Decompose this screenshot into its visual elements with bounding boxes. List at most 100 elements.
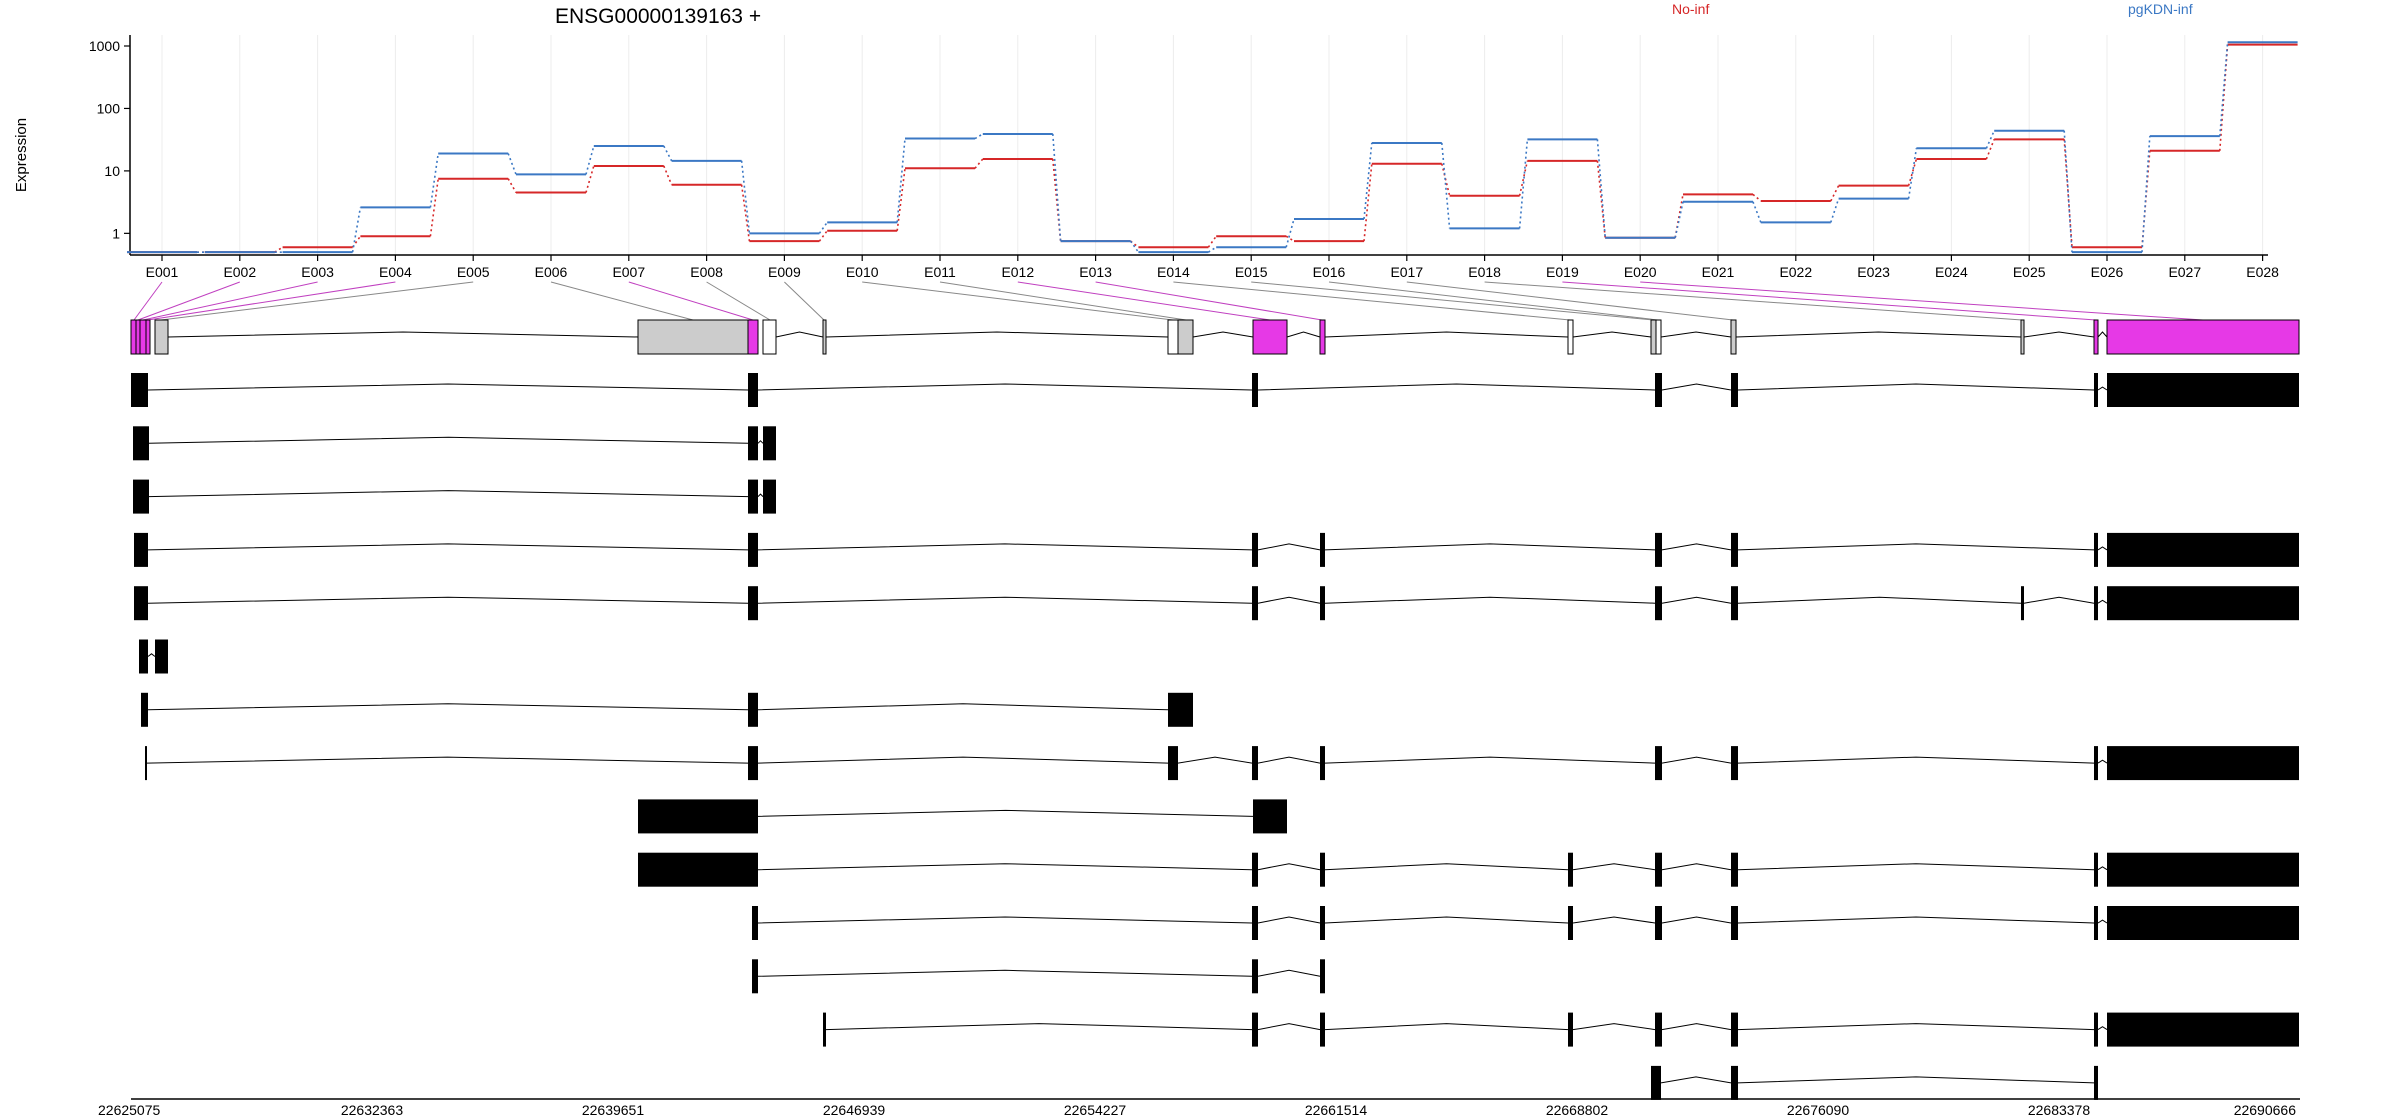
transcript-11-intron-2: [1257, 916, 1321, 924]
transcript-4-exon-6: [1731, 532, 1738, 567]
x-tick-label-E013: E013: [1079, 264, 1112, 280]
transcript-12-exon-1: [752, 959, 758, 994]
transcript-1-exon-1: [131, 373, 148, 407]
y-ticks: 1 10 100 1000: [89, 38, 130, 241]
genome-tick-label-3: 22646939: [823, 1102, 886, 1118]
transcript-4: [134, 532, 2299, 567]
x-tick-label-E002: E002: [223, 264, 256, 280]
transcript-3-exon-1: [133, 479, 149, 514]
transcript-8-exon-6: [1655, 746, 1662, 781]
transcript-11-exon-7: [2094, 906, 2098, 940]
transcript-5-intron-1: [147, 596, 749, 604]
x-tick-label-E019: E019: [1546, 264, 1579, 280]
connector-E012: [1017, 281, 1271, 321]
transcripts: [131, 373, 2299, 1100]
gene-model-intron-2: [825, 331, 1169, 338]
transcript-14-exon-3: [2094, 1065, 2098, 1100]
connector-E018: [1484, 281, 2023, 321]
transcript-12-exon-3: [1320, 959, 1325, 994]
transcript-7-intron-1: [147, 703, 749, 711]
connector-E007: [628, 281, 754, 321]
transcript-11-exon-5: [1655, 906, 1662, 940]
transcript-11-exon-6: [1731, 906, 1738, 940]
gene-model-exon-2: [139, 319, 147, 355]
transcript-12-exon-2: [1252, 959, 1258, 994]
transcript-1: [131, 373, 2299, 407]
y-tick-label-1: 1: [112, 225, 120, 241]
gene-model-intron-5: [1324, 331, 1569, 338]
x-tick-label-E015: E015: [1235, 264, 1268, 280]
series-0-link-2: [351, 235, 362, 248]
gene-model-exon-13: [1567, 319, 1574, 355]
transcript-8-intron-1: [146, 756, 749, 764]
gene-model-exon-14: [1650, 319, 1657, 355]
x-tick-label-E018: E018: [1468, 264, 1501, 280]
y-tick-label-10: 10: [104, 163, 120, 179]
gene-model-exon-19: [2106, 319, 2300, 355]
transcript-6: [139, 639, 168, 674]
transcript-5-intron-6: [1737, 596, 2022, 604]
x-tick-label-E004: E004: [379, 264, 412, 280]
series-1-link-17: [1518, 139, 1529, 229]
transcript-7-exon-1: [141, 692, 148, 727]
series-0-link-24: [2063, 139, 2073, 248]
series-0-link-11: [1052, 158, 1062, 242]
transcript-11: [752, 906, 2299, 940]
series-0-link-8: [818, 230, 828, 242]
series-1-link-14: [1285, 218, 1295, 248]
transcript-11-intron-7: [2097, 919, 2108, 924]
transcript-14: [1651, 1065, 2098, 1100]
connector-E019: [1562, 281, 2097, 321]
transcript-13-intron-1: [825, 1023, 1253, 1031]
series-0-link-20: [1752, 193, 1762, 202]
x-tick-label-E006: E006: [535, 264, 568, 280]
transcript-10-exon-5: [1655, 852, 1662, 887]
connector-E010: [862, 281, 1174, 321]
transcript-1-intron-3: [1257, 383, 1656, 391]
series-1-link-5: [585, 145, 595, 175]
transcript-13-exon-2: [1252, 1012, 1258, 1047]
transcript-14-intron-1: [1660, 1076, 1732, 1084]
connector-E008: [706, 281, 771, 321]
transcript-3-intron-1: [148, 490, 749, 498]
series-1-link-2: [351, 207, 362, 253]
gene-model-intron-8: [1735, 331, 2022, 338]
series-1-link-3: [429, 153, 439, 208]
gene-model-intron-7: [1660, 331, 1732, 338]
x-tick-label-E017: E017: [1390, 264, 1423, 280]
gene-model-exon-3: [145, 319, 151, 355]
connector-E015: [1251, 281, 1654, 321]
transcript-2: [133, 426, 776, 461]
transcript-11-intron-5: [1661, 916, 1732, 924]
genome-axis: 22625075 22632363 22639651 22646939 22654227…: [98, 1098, 2300, 1118]
series-1-link-4: [507, 153, 517, 175]
series-1-link-19: [1674, 201, 1684, 238]
transcript-2-exon-2: [748, 426, 758, 461]
genome-tick-label-0: 22625075: [98, 1102, 161, 1118]
transcript-11-exon-8: [2107, 906, 2299, 940]
series-0-link-5: [585, 165, 595, 193]
transcript-8-intron-5: [1324, 756, 1656, 764]
transcript-8-intron-6: [1661, 756, 1732, 764]
transcript-1-exon-6: [2094, 373, 2098, 407]
transcript-5-intron-4: [1324, 596, 1656, 604]
transcript-10-exon-8: [2107, 852, 2299, 887]
genome-tick-label-7: 22676090: [1787, 1102, 1850, 1118]
transcript-13-intron-4: [1572, 1023, 1656, 1031]
transcript-4-intron-1: [147, 543, 749, 551]
transcript-8-exon-4: [1252, 746, 1258, 781]
x-tick-label-E003: E003: [301, 264, 334, 280]
transcript-11-exon-3: [1320, 906, 1325, 940]
transcript-10-exon-3: [1320, 852, 1325, 887]
connector-E011: [939, 281, 1187, 321]
series-0-link-3: [429, 178, 439, 237]
transcript-1-exon-4: [1655, 373, 1662, 407]
genome-tick-label-6: 22668802: [1546, 1102, 1609, 1118]
series-1-link-18: [1596, 139, 1606, 238]
transcript-4-intron-4: [1324, 543, 1656, 551]
transcript-13-exon-6: [1731, 1012, 1738, 1047]
series-lines: [127, 41, 2298, 254]
connector-E005: [160, 281, 474, 321]
x-tick-label-E016: E016: [1313, 264, 1346, 280]
transcript-13-intron-5: [1661, 1023, 1732, 1031]
